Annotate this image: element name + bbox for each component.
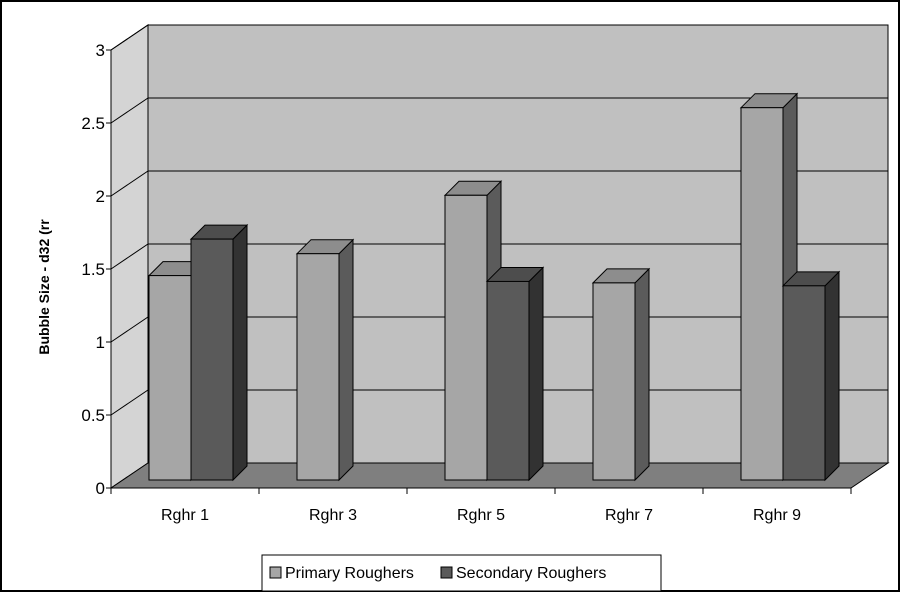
bar-primary-roughers [591,267,651,482]
legend-swatch [440,566,453,579]
bars [147,92,841,482]
bar-front [782,285,826,481]
x-tick-label: Rghr 1 [161,507,209,524]
bar-front [190,238,234,481]
bar-secondary-roughers [781,270,841,482]
x-tick-label: Rghr 9 [753,507,801,524]
axes [106,49,852,494]
legend-box [261,554,662,592]
bar-front [740,107,784,481]
bar-front [486,280,530,481]
y-tick-label: 0 [96,479,105,498]
bar-secondary-roughers [485,266,545,482]
legend-swatch [269,566,282,579]
bar-side [634,267,650,482]
bar-side [824,270,840,482]
bar-side [528,266,544,482]
bar-front [444,194,488,481]
y-tick-label: 1 [96,333,105,352]
y-tick-labels: 0 0.5 1 1.5 2 2.5 3 [81,41,105,498]
bar-front [592,282,636,481]
x-tick-label: Rghr 5 [457,507,505,524]
bar-front [296,253,340,481]
y-tick-label: 2 [96,187,105,206]
legend: Primary Roughers Secondary Roughers [261,554,662,592]
x-tick-label: Rghr 3 [309,507,357,524]
gridline [110,24,888,51]
bar-secondary-roughers [189,223,249,482]
x-tick-labels: Rghr 1 Rghr 3 Rghr 5 Rghr 7 Rghr 9 [161,507,801,524]
x-tick-label: Rghr 7 [605,507,653,524]
gridline [110,97,888,124]
legend-label: Secondary Roughers [456,565,606,582]
y-tick-label: 3 [96,41,105,60]
y-tick-label: 1.5 [81,260,105,279]
gridline [110,170,888,197]
bar-front [148,275,192,481]
y-tick-label: 0.5 [81,406,105,425]
y-axis-label: Bubble Size - d32 (rr [36,219,52,355]
bar-side [338,238,354,482]
bar-side [232,223,248,482]
bar-primary-roughers [295,238,355,482]
gridline [110,243,888,270]
legend-label: Primary Roughers [285,565,414,582]
y-tick-label: 2.5 [81,114,105,133]
